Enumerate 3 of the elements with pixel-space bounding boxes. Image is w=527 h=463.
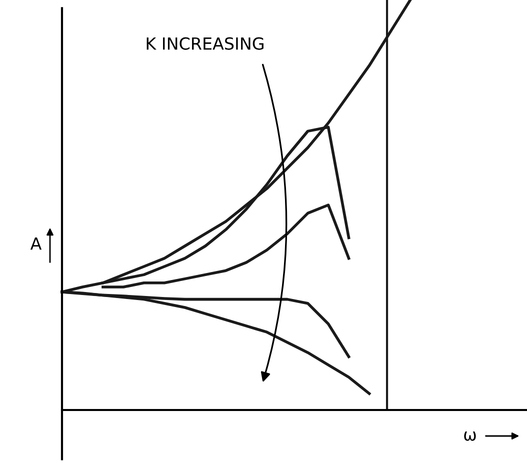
y-axis-title: A bbox=[30, 237, 42, 250]
annotation: K INCREASING bbox=[146, 37, 264, 50]
x-axis-title: ω bbox=[464, 431, 476, 441]
